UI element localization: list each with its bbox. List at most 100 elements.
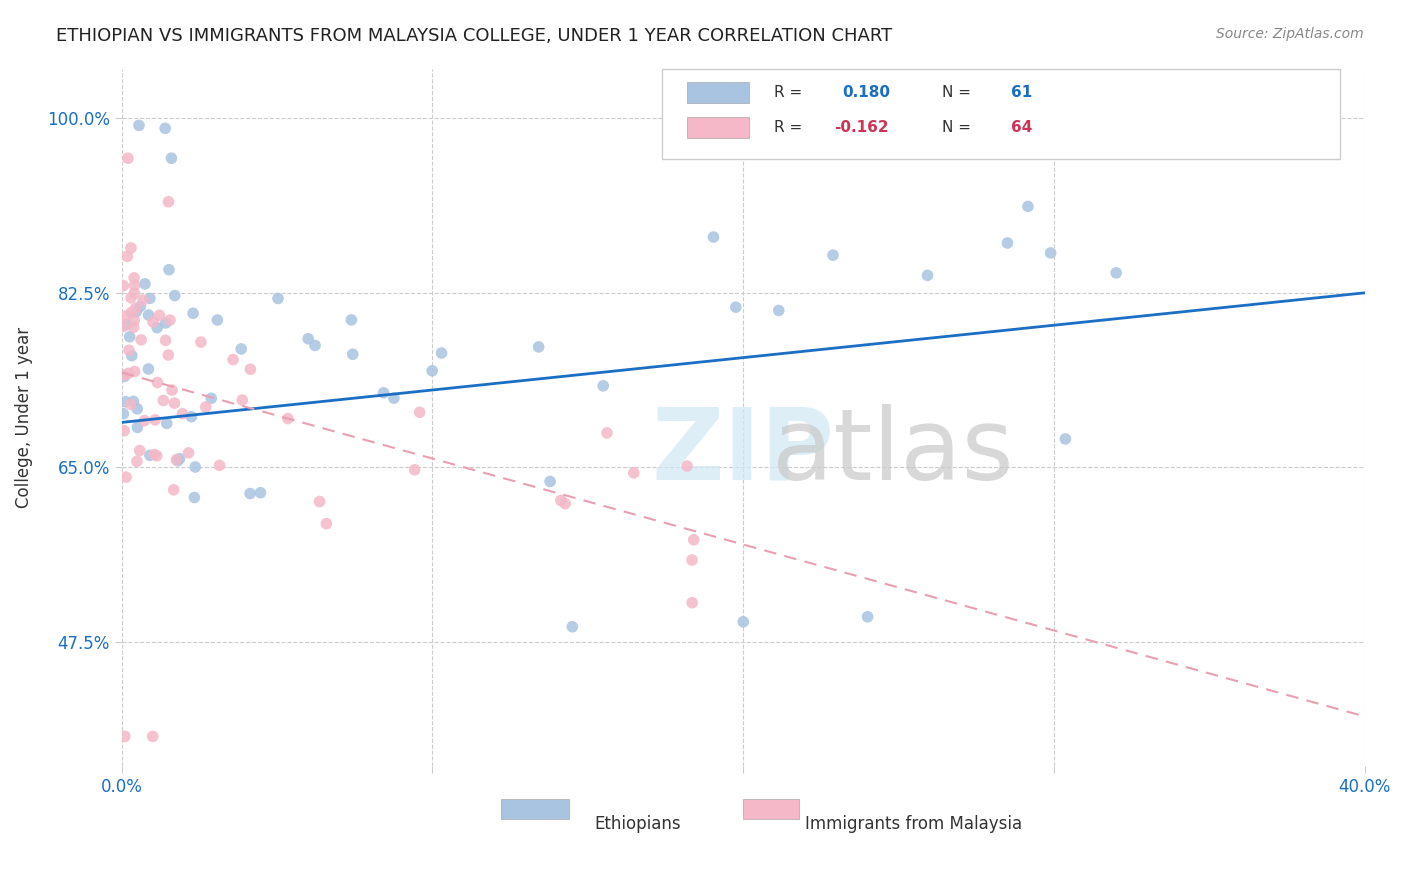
Point bbox=[239, 362, 262, 376]
Point bbox=[430, 346, 453, 360]
Point bbox=[297, 332, 319, 346]
Point bbox=[156, 417, 179, 431]
Point bbox=[115, 470, 138, 484]
Point bbox=[120, 305, 142, 319]
Point bbox=[249, 485, 271, 500]
Point bbox=[1105, 266, 1128, 280]
Point bbox=[681, 553, 703, 567]
Point bbox=[304, 338, 326, 352]
Text: N =: N = bbox=[942, 86, 976, 101]
Point bbox=[120, 397, 142, 411]
Point bbox=[128, 443, 150, 458]
Point bbox=[124, 313, 146, 327]
Point bbox=[165, 452, 187, 467]
Point bbox=[596, 425, 619, 440]
Point bbox=[277, 411, 299, 425]
Point bbox=[676, 458, 699, 473]
Point bbox=[404, 463, 426, 477]
Point bbox=[190, 334, 212, 349]
Point bbox=[231, 342, 253, 356]
Point bbox=[207, 313, 229, 327]
Text: Source: ZipAtlas.com: Source: ZipAtlas.com bbox=[1216, 27, 1364, 41]
Point bbox=[821, 248, 844, 262]
Text: ETHIOPIAN VS IMMIGRANTS FROM MALAYSIA COLLEGE, UNDER 1 YEAR CORRELATION CHART: ETHIOPIAN VS IMMIGRANTS FROM MALAYSIA CO… bbox=[56, 27, 893, 45]
Point bbox=[112, 407, 135, 421]
Point bbox=[124, 286, 146, 301]
Point bbox=[129, 300, 152, 314]
Point bbox=[382, 391, 405, 405]
Point bbox=[132, 293, 155, 307]
Point bbox=[124, 278, 146, 293]
Point bbox=[420, 364, 443, 378]
Point bbox=[146, 320, 169, 334]
Point bbox=[124, 364, 146, 378]
Point bbox=[114, 394, 136, 409]
Point bbox=[163, 483, 186, 497]
Point bbox=[1080, 114, 1102, 128]
Point bbox=[124, 301, 146, 316]
Point bbox=[143, 413, 166, 427]
Point bbox=[172, 407, 194, 421]
Point bbox=[127, 401, 149, 416]
Point bbox=[342, 347, 364, 361]
Point bbox=[152, 393, 174, 408]
Point bbox=[146, 449, 169, 463]
Point bbox=[733, 615, 755, 629]
Point bbox=[125, 304, 148, 318]
Point bbox=[166, 454, 188, 468]
Bar bbox=[688, 82, 749, 103]
Text: ZIP: ZIP bbox=[652, 404, 835, 500]
Point bbox=[231, 393, 253, 408]
Point bbox=[115, 309, 138, 323]
Point bbox=[550, 493, 572, 508]
Point bbox=[408, 405, 430, 419]
Text: -0.162: -0.162 bbox=[834, 120, 889, 136]
Point bbox=[118, 330, 141, 344]
Point bbox=[554, 497, 576, 511]
Point bbox=[308, 494, 330, 508]
Point bbox=[122, 394, 145, 409]
Point bbox=[163, 288, 186, 302]
Point bbox=[997, 235, 1019, 250]
Point bbox=[222, 352, 245, 367]
Point bbox=[115, 318, 138, 332]
Point bbox=[682, 533, 704, 547]
Point bbox=[592, 379, 614, 393]
Bar bbox=[688, 118, 749, 138]
Point bbox=[184, 460, 207, 475]
Point bbox=[139, 291, 162, 305]
Point bbox=[181, 306, 204, 320]
Point bbox=[112, 424, 135, 438]
Y-axis label: College, Under 1 year: College, Under 1 year bbox=[15, 326, 32, 508]
Point bbox=[117, 249, 139, 263]
Point bbox=[128, 119, 150, 133]
Point bbox=[114, 730, 136, 744]
Point bbox=[134, 414, 156, 428]
Text: N =: N = bbox=[942, 120, 976, 136]
Text: Immigrants from Malaysia: Immigrants from Malaysia bbox=[806, 815, 1022, 833]
Point bbox=[139, 448, 162, 462]
Point bbox=[267, 292, 290, 306]
Point bbox=[169, 451, 191, 466]
Text: 64: 64 bbox=[1011, 120, 1032, 136]
Point bbox=[373, 385, 395, 400]
Text: R =: R = bbox=[775, 86, 807, 101]
Point bbox=[159, 313, 181, 327]
Point bbox=[153, 121, 176, 136]
Point bbox=[917, 268, 939, 283]
Point bbox=[112, 369, 135, 384]
Point bbox=[155, 334, 177, 348]
Point bbox=[561, 620, 583, 634]
Point bbox=[146, 376, 169, 390]
Point bbox=[112, 319, 135, 334]
Point bbox=[623, 466, 645, 480]
Point bbox=[200, 391, 222, 405]
Point bbox=[1054, 432, 1077, 446]
Point bbox=[138, 362, 160, 376]
Point bbox=[157, 348, 180, 362]
Point bbox=[125, 454, 148, 468]
Point bbox=[681, 596, 703, 610]
Point bbox=[538, 475, 561, 489]
Point bbox=[127, 420, 149, 434]
Point bbox=[117, 151, 139, 165]
